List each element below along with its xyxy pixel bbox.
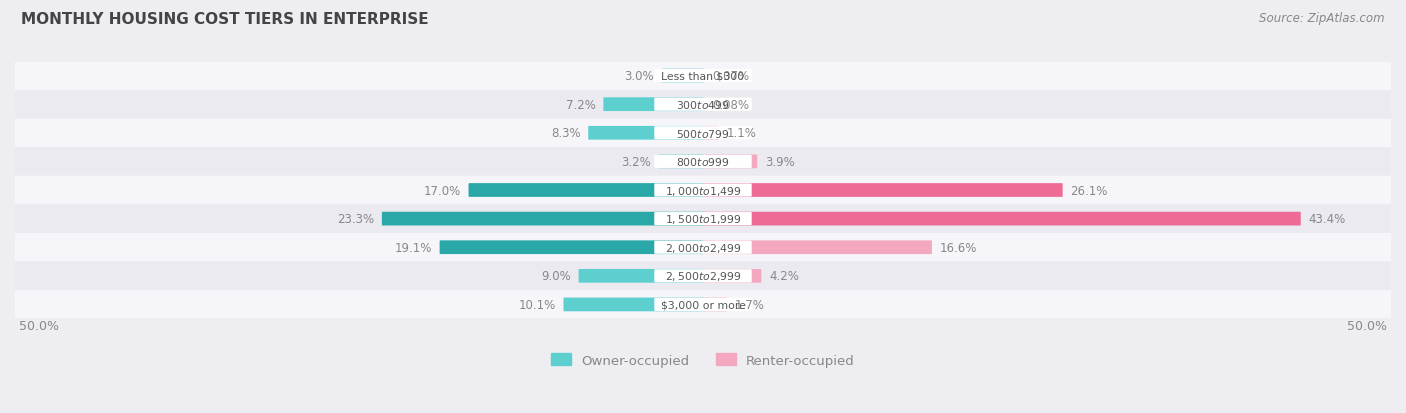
Text: $300 to $499: $300 to $499 xyxy=(676,99,730,111)
FancyBboxPatch shape xyxy=(654,213,752,225)
Text: 3.9%: 3.9% xyxy=(765,156,794,169)
Text: 50.0%: 50.0% xyxy=(20,319,59,332)
Text: $800 to $999: $800 to $999 xyxy=(676,156,730,168)
Legend: Owner-occupied, Renter-occupied: Owner-occupied, Renter-occupied xyxy=(551,353,855,367)
FancyBboxPatch shape xyxy=(603,98,703,112)
Text: $1,500 to $1,999: $1,500 to $1,999 xyxy=(665,213,741,225)
FancyBboxPatch shape xyxy=(440,241,703,254)
FancyBboxPatch shape xyxy=(654,184,752,197)
Text: 0.08%: 0.08% xyxy=(713,98,749,112)
Text: 19.1%: 19.1% xyxy=(395,241,432,254)
Text: $500 to $799: $500 to $799 xyxy=(676,128,730,140)
Text: MONTHLY HOUSING COST TIERS IN ENTERPRISE: MONTHLY HOUSING COST TIERS IN ENTERPRISE xyxy=(21,12,429,27)
Text: $2,000 to $2,499: $2,000 to $2,499 xyxy=(665,241,741,254)
FancyBboxPatch shape xyxy=(15,148,1391,176)
FancyBboxPatch shape xyxy=(15,119,1391,147)
FancyBboxPatch shape xyxy=(15,62,1391,90)
FancyBboxPatch shape xyxy=(703,184,1063,197)
FancyBboxPatch shape xyxy=(654,241,752,254)
FancyBboxPatch shape xyxy=(654,298,752,311)
FancyBboxPatch shape xyxy=(703,155,758,169)
FancyBboxPatch shape xyxy=(15,91,1391,119)
Text: 43.4%: 43.4% xyxy=(1309,213,1346,225)
FancyBboxPatch shape xyxy=(658,155,703,169)
FancyBboxPatch shape xyxy=(654,127,752,140)
FancyBboxPatch shape xyxy=(588,127,703,140)
Text: 1.1%: 1.1% xyxy=(727,127,756,140)
FancyBboxPatch shape xyxy=(15,205,1391,233)
FancyBboxPatch shape xyxy=(654,155,752,169)
FancyBboxPatch shape xyxy=(654,70,752,83)
FancyBboxPatch shape xyxy=(564,298,703,311)
FancyBboxPatch shape xyxy=(703,269,761,283)
Text: Less than $300: Less than $300 xyxy=(661,71,745,81)
FancyBboxPatch shape xyxy=(703,212,1301,226)
Text: 16.6%: 16.6% xyxy=(939,241,977,254)
FancyBboxPatch shape xyxy=(703,98,704,112)
Text: 9.0%: 9.0% xyxy=(541,270,571,282)
Text: 10.1%: 10.1% xyxy=(519,298,555,311)
Text: $1,000 to $1,499: $1,000 to $1,499 xyxy=(665,184,741,197)
Text: 26.1%: 26.1% xyxy=(1070,184,1108,197)
Text: 7.2%: 7.2% xyxy=(565,98,596,112)
FancyBboxPatch shape xyxy=(579,269,703,283)
Text: $2,500 to $2,999: $2,500 to $2,999 xyxy=(665,270,741,282)
FancyBboxPatch shape xyxy=(703,127,718,140)
FancyBboxPatch shape xyxy=(15,291,1391,319)
Text: 23.3%: 23.3% xyxy=(337,213,374,225)
FancyBboxPatch shape xyxy=(654,270,752,283)
Text: 0.07%: 0.07% xyxy=(713,70,749,83)
FancyBboxPatch shape xyxy=(703,69,704,83)
Text: Source: ZipAtlas.com: Source: ZipAtlas.com xyxy=(1260,12,1385,25)
FancyBboxPatch shape xyxy=(15,262,1391,290)
FancyBboxPatch shape xyxy=(15,234,1391,261)
Text: 50.0%: 50.0% xyxy=(1347,319,1386,332)
Text: 4.2%: 4.2% xyxy=(769,270,799,282)
Text: $3,000 or more: $3,000 or more xyxy=(661,300,745,310)
FancyBboxPatch shape xyxy=(468,184,703,197)
Text: 8.3%: 8.3% xyxy=(551,127,581,140)
Text: 1.7%: 1.7% xyxy=(735,298,765,311)
Text: 3.2%: 3.2% xyxy=(621,156,651,169)
Text: 3.0%: 3.0% xyxy=(624,70,654,83)
FancyBboxPatch shape xyxy=(15,177,1391,204)
FancyBboxPatch shape xyxy=(703,241,932,254)
FancyBboxPatch shape xyxy=(661,69,703,83)
FancyBboxPatch shape xyxy=(703,298,727,311)
FancyBboxPatch shape xyxy=(654,98,752,112)
Text: 17.0%: 17.0% xyxy=(423,184,461,197)
FancyBboxPatch shape xyxy=(382,212,703,226)
